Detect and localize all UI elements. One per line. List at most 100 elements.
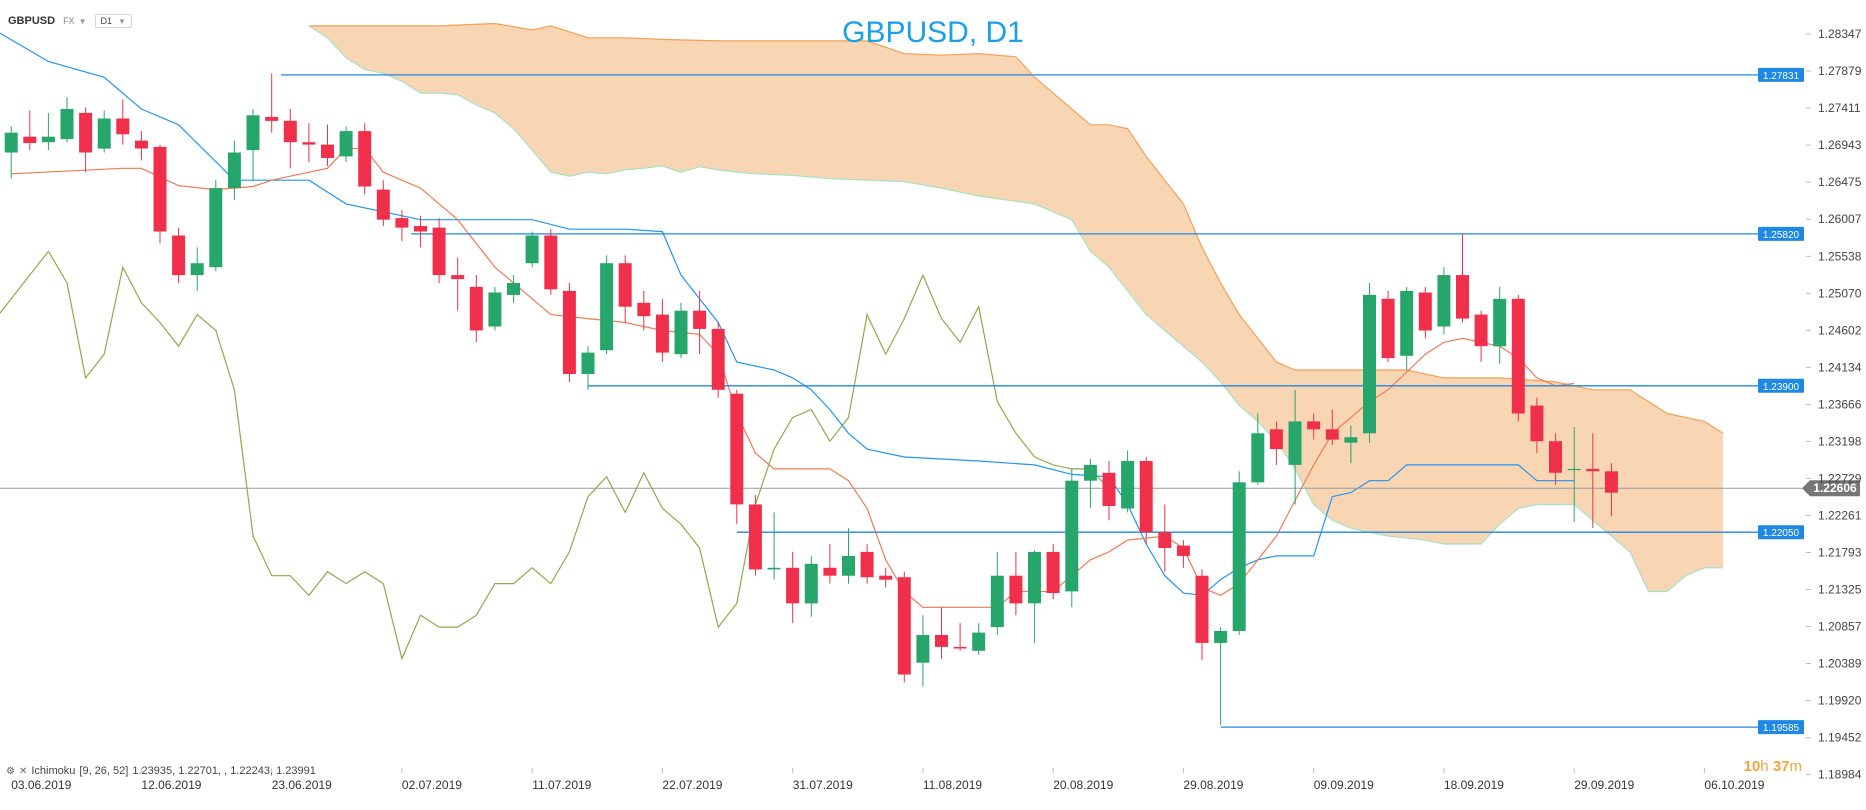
candle xyxy=(451,257,465,311)
candle xyxy=(1195,569,1209,661)
candle xyxy=(60,97,74,143)
candle xyxy=(4,126,18,179)
candle xyxy=(1065,468,1079,608)
candle xyxy=(1232,471,1246,635)
candle-body xyxy=(209,188,223,268)
candle-body xyxy=(1586,468,1600,472)
candle xyxy=(432,218,446,283)
candle xyxy=(1437,267,1451,335)
candle xyxy=(1046,544,1060,600)
y-axis-tick-label: 1.19452 xyxy=(1818,731,1862,745)
candle-body xyxy=(227,152,241,189)
chevron-down-icon[interactable]: ▼ xyxy=(78,16,87,26)
timeframe-select[interactable]: D1 ▼ xyxy=(94,14,132,28)
y-axis-tick-label: 1.24134 xyxy=(1818,360,1862,374)
candle xyxy=(116,99,130,145)
y-axis-tick-label: 1.20389 xyxy=(1818,657,1862,671)
candle-body xyxy=(1102,472,1116,506)
candle-body xyxy=(41,136,55,143)
candle-body xyxy=(1530,405,1544,442)
candle-body xyxy=(488,292,502,327)
candle xyxy=(916,615,930,687)
candle xyxy=(134,131,148,161)
candle-body xyxy=(1325,429,1339,440)
candle-body xyxy=(116,118,130,135)
candle-body xyxy=(1344,437,1358,443)
x-axis-tick-label: 20.08.2019 xyxy=(1053,778,1113,792)
candle-body xyxy=(1567,468,1581,471)
candle-body xyxy=(172,235,186,276)
candle-body xyxy=(246,115,260,151)
candle xyxy=(804,555,818,617)
market-label: FX xyxy=(63,16,75,26)
candle-body xyxy=(97,118,111,149)
candle-body xyxy=(655,314,669,353)
kijun-sen-line xyxy=(0,32,1575,597)
candle-body xyxy=(711,328,725,390)
chikou-span-line xyxy=(0,250,1110,661)
candle xyxy=(730,389,744,525)
candle xyxy=(79,107,93,173)
candle xyxy=(246,109,260,181)
y-axis-tick-label: 1.21793 xyxy=(1818,546,1862,560)
candle xyxy=(1400,286,1414,370)
price-label-text: 1.25820 xyxy=(1763,230,1800,241)
candle-body xyxy=(1232,482,1246,631)
candle-body xyxy=(134,140,148,149)
chart-header: GBPUSD FX ▼ D1 ▼ xyxy=(8,10,132,32)
settings-icon[interactable]: ⚙ xyxy=(6,765,15,777)
candle xyxy=(23,110,37,151)
price-label-text: 1.19585 xyxy=(1763,723,1800,734)
candle-body xyxy=(544,235,558,290)
price-label-box xyxy=(1758,226,1804,241)
candle-body xyxy=(842,555,855,576)
candle xyxy=(767,512,781,580)
candle xyxy=(395,210,409,242)
candle xyxy=(1567,427,1581,522)
bar-countdown: 10h 37m xyxy=(1744,758,1802,775)
price-label-text: 1.27831 xyxy=(1763,71,1800,82)
y-axis-tick-label: 1.24602 xyxy=(1818,323,1862,337)
candle-body xyxy=(804,563,818,604)
candle xyxy=(637,290,651,331)
candle-body xyxy=(302,142,316,145)
countdown-hours: 10 xyxy=(1743,758,1761,775)
close-icon[interactable]: ✕ xyxy=(18,765,28,777)
candle-body xyxy=(60,109,74,140)
countdown-minutes: 37 xyxy=(1772,758,1790,775)
candle xyxy=(376,180,390,226)
y-axis-tick-label: 1.22729 xyxy=(1818,471,1862,485)
candle-body xyxy=(562,290,576,374)
x-axis-tick-label: 06.10.2019 xyxy=(1704,778,1764,792)
candle-body xyxy=(990,575,1004,628)
candle-body xyxy=(339,131,353,157)
candle-body xyxy=(953,646,967,649)
candle-body xyxy=(1028,551,1041,604)
candle xyxy=(1102,461,1116,521)
current-price-label-text: 1.22606 xyxy=(1813,481,1857,495)
current-price-label-box xyxy=(1802,480,1860,497)
y-axis-tick-label: 1.23666 xyxy=(1818,397,1862,411)
y-axis-tick-label: 1.26475 xyxy=(1818,175,1862,189)
y-axis-tick-label: 1.22261 xyxy=(1818,509,1862,523)
candle-body xyxy=(693,310,707,329)
price-label-box xyxy=(1758,67,1804,82)
candle-body xyxy=(786,567,800,604)
candle xyxy=(172,227,186,283)
candle-body xyxy=(935,635,948,647)
indicator-legend: ⚙ ✕ Ichimoku [9, 26, 52] 1.23935, 1.2270… xyxy=(6,765,316,777)
candle-body xyxy=(190,263,204,276)
candle xyxy=(786,551,800,624)
candle-body xyxy=(674,310,688,355)
candle xyxy=(97,110,111,153)
candle xyxy=(1381,290,1395,363)
senkou-span-b-line xyxy=(308,25,1723,593)
candle-body xyxy=(432,227,446,276)
symbol-label[interactable]: GBPUSD xyxy=(8,15,56,27)
candle xyxy=(711,322,725,398)
candle xyxy=(209,180,223,272)
candle-body xyxy=(916,635,930,663)
candle-body xyxy=(1139,461,1153,533)
y-axis-tick-label: 1.25070 xyxy=(1818,286,1862,300)
